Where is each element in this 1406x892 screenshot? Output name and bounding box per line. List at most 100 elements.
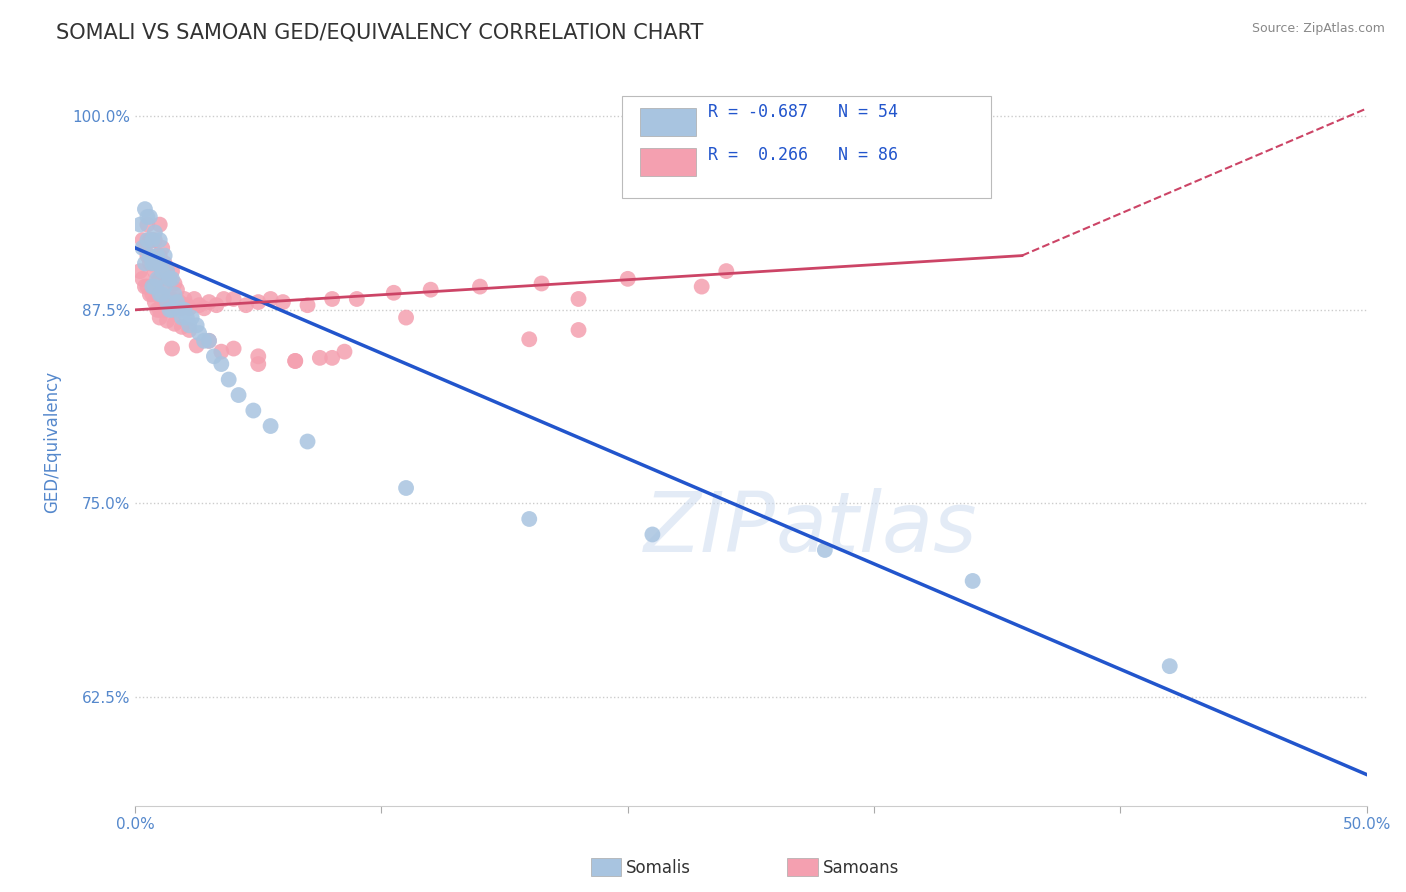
Point	[228, 388, 250, 402]
Point	[143, 279, 166, 293]
Point	[159, 302, 181, 317]
Point	[141, 279, 163, 293]
Point	[141, 233, 163, 247]
Point	[149, 310, 172, 325]
Point	[143, 264, 166, 278]
Point	[205, 298, 228, 312]
Point	[170, 310, 193, 325]
Point	[153, 302, 176, 317]
Point	[141, 233, 163, 247]
Point	[139, 233, 162, 247]
Point	[139, 287, 162, 301]
Point	[149, 302, 172, 317]
Point	[156, 292, 179, 306]
Point	[159, 298, 181, 312]
Point	[163, 317, 186, 331]
Point	[179, 323, 201, 337]
Point	[150, 264, 173, 278]
Point	[222, 342, 245, 356]
Point	[143, 256, 166, 270]
Point	[218, 373, 240, 387]
Point	[193, 301, 215, 316]
Point	[259, 419, 281, 434]
Point	[139, 210, 162, 224]
Point	[136, 218, 159, 232]
Point	[150, 287, 173, 301]
Point	[143, 233, 166, 247]
Point	[346, 292, 368, 306]
Point	[382, 285, 405, 300]
Point	[131, 233, 153, 247]
Point	[150, 264, 173, 278]
Point	[153, 256, 176, 270]
Point	[163, 277, 186, 291]
Point	[136, 210, 159, 224]
Point	[160, 292, 183, 306]
Point	[156, 295, 179, 310]
Point	[259, 292, 281, 306]
Point	[202, 349, 225, 363]
Point	[517, 512, 540, 526]
Point	[146, 302, 169, 317]
Point	[153, 279, 176, 293]
Point	[198, 334, 221, 348]
Point	[247, 295, 270, 310]
Point	[129, 264, 152, 278]
Point	[284, 354, 307, 368]
Point	[166, 283, 188, 297]
Point	[186, 318, 208, 333]
Point	[530, 277, 553, 291]
Point	[134, 279, 156, 293]
Point	[169, 295, 191, 310]
Point	[160, 272, 183, 286]
Point	[149, 249, 172, 263]
Point	[129, 218, 152, 232]
Point	[149, 233, 172, 247]
Point	[209, 357, 232, 371]
Point	[139, 249, 162, 263]
Point	[617, 272, 640, 286]
Point	[209, 344, 232, 359]
Point	[641, 527, 664, 541]
Point	[1159, 659, 1181, 673]
Point	[169, 302, 191, 317]
Point	[146, 272, 169, 286]
Bar	[640, 148, 696, 176]
Point	[136, 279, 159, 293]
Text: Source: ZipAtlas.com: Source: ZipAtlas.com	[1251, 22, 1385, 36]
Y-axis label: GED/Equivalency: GED/Equivalency	[44, 370, 60, 513]
Point	[962, 574, 984, 588]
Text: atlas: atlas	[776, 489, 977, 569]
Point	[149, 272, 172, 286]
Point	[143, 226, 166, 240]
Point	[163, 287, 186, 301]
Point	[173, 292, 195, 306]
Point	[159, 272, 181, 286]
Point	[149, 256, 172, 270]
Point	[160, 342, 183, 356]
Point	[134, 241, 156, 255]
Point	[156, 314, 179, 328]
Point	[468, 279, 491, 293]
Point	[150, 295, 173, 310]
Point	[212, 292, 235, 306]
Point	[333, 344, 356, 359]
Point	[567, 292, 589, 306]
Point	[166, 295, 188, 310]
Point	[567, 323, 589, 337]
Point	[198, 334, 221, 348]
Point	[163, 301, 186, 316]
Point	[156, 264, 179, 278]
Point	[321, 351, 343, 365]
Point	[153, 279, 176, 293]
Point	[139, 256, 162, 270]
Text: R =  0.266   N = 86: R = 0.266 N = 86	[707, 145, 898, 164]
Point	[176, 310, 198, 325]
Point	[198, 295, 221, 310]
Point	[146, 249, 169, 263]
Point	[170, 319, 193, 334]
Point	[193, 334, 215, 348]
Point	[170, 301, 193, 316]
Point	[134, 202, 156, 216]
FancyBboxPatch shape	[621, 95, 991, 198]
